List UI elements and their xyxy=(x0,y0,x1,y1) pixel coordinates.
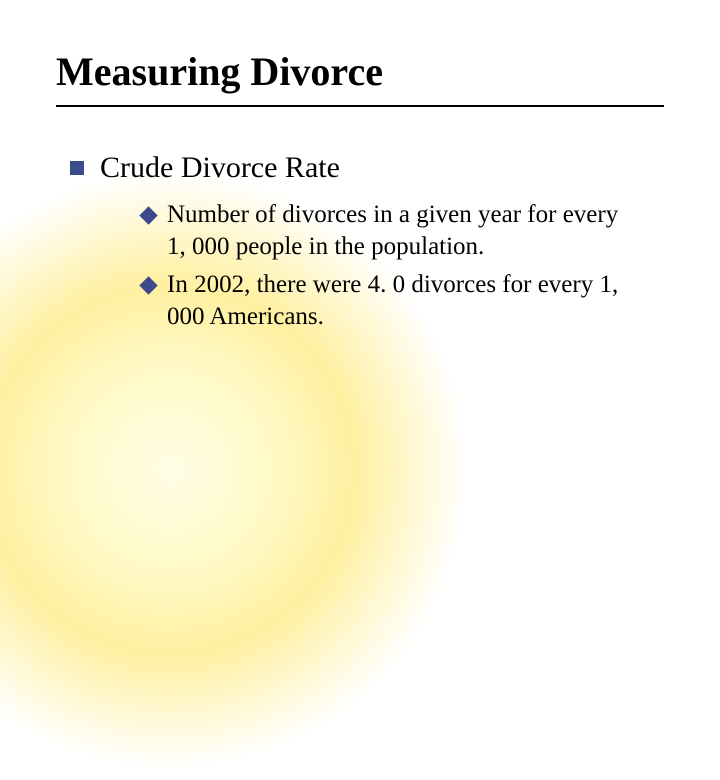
square-bullet-icon xyxy=(70,161,84,175)
slide-title: Measuring Divorce xyxy=(56,48,664,107)
diamond-bullet-icon xyxy=(139,206,157,224)
level2-text: Number of divorces in a given year for e… xyxy=(167,199,624,263)
list-item-level1: Crude Divorce Rate xyxy=(70,151,664,185)
level1-text: Crude Divorce Rate xyxy=(100,151,340,185)
diamond-bullet-icon xyxy=(139,276,157,294)
list-item-level2: Number of divorces in a given year for e… xyxy=(142,199,624,263)
level2-text: In 2002, there were 4. 0 divorces for ev… xyxy=(167,269,624,333)
slide-content: Measuring Divorce Crude Divorce Rate Num… xyxy=(0,0,720,333)
list-item-level2: In 2002, there were 4. 0 divorces for ev… xyxy=(142,269,624,333)
